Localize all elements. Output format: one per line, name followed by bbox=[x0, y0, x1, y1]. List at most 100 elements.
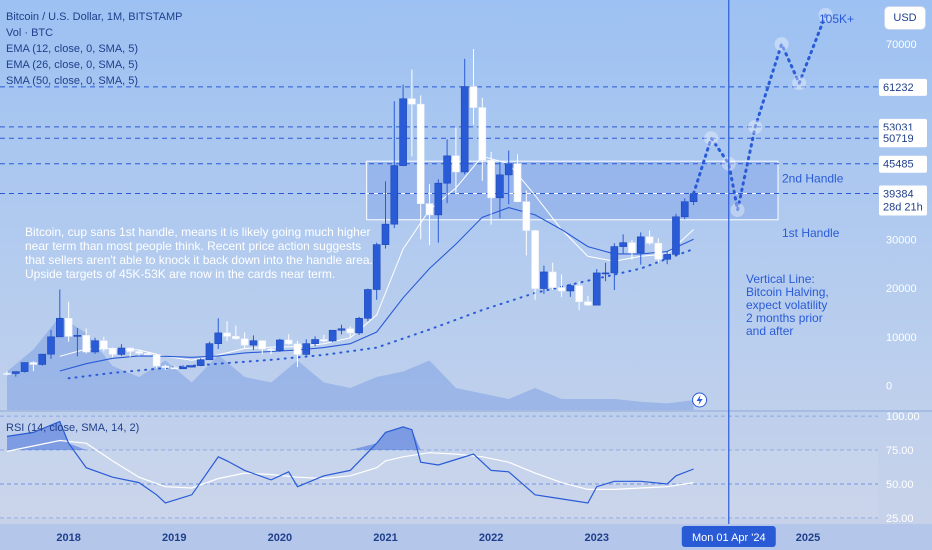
candle-bull bbox=[680, 201, 689, 218]
rsi-band bbox=[0, 450, 878, 518]
annotations: Bitcoin, cup sans 1st handle, means it i… bbox=[25, 12, 854, 408]
projection-path bbox=[692, 7, 833, 217]
volume-area bbox=[7, 316, 694, 410]
projection-node bbox=[792, 76, 807, 91]
candle-bull bbox=[504, 163, 513, 176]
ema26-line bbox=[59, 207, 694, 372]
time-tick-label: 2021 bbox=[373, 532, 397, 544]
candle-bear bbox=[100, 340, 108, 350]
candle-bear bbox=[223, 332, 231, 337]
projection-node bbox=[730, 203, 745, 217]
price-tick-label: 10000 bbox=[886, 332, 917, 344]
price-tick-label: 20000 bbox=[886, 283, 917, 295]
candle-bull bbox=[460, 86, 469, 173]
lightning-icon bbox=[696, 395, 703, 405]
axes: 0100002000030000700006123253031507194548… bbox=[0, 39, 932, 550]
price-tick-label: 70000 bbox=[886, 39, 917, 51]
candle-bear bbox=[82, 335, 91, 353]
rsi-tick-label: 25.00 bbox=[886, 513, 914, 525]
price-level-tag bbox=[879, 78, 927, 96]
candle-bull bbox=[205, 343, 214, 361]
candle-bear bbox=[557, 287, 566, 292]
candle-bear bbox=[108, 348, 117, 355]
candle-bull bbox=[540, 271, 548, 289]
candle-bear bbox=[232, 336, 240, 340]
candle-bull bbox=[179, 366, 187, 370]
main-note-line: that sellers aren't able to knock it bac… bbox=[25, 253, 373, 267]
candle-bull bbox=[302, 343, 311, 355]
symbol-title[interactable]: Bitcoin / U.S. Dollar, 1M, BITSTAMP bbox=[6, 11, 183, 23]
legend-ema12[interactable]: EMA (12, close, 0, SMA, 5) bbox=[6, 43, 139, 55]
candle-bull bbox=[636, 236, 645, 254]
candle-bear bbox=[135, 351, 143, 354]
price-tick-label: 0 bbox=[886, 381, 892, 393]
crosshair-date-label: Mon 01 Apr '24 bbox=[692, 532, 766, 544]
time-tick-label: 2023 bbox=[584, 532, 608, 544]
second-handle-zone bbox=[366, 160, 779, 194]
candle-bull bbox=[663, 254, 671, 260]
candle-bear bbox=[628, 242, 636, 254]
candle-bear bbox=[452, 155, 460, 173]
rsi-sma-line bbox=[6, 439, 694, 490]
halving-note-line: Vertical Line: bbox=[746, 272, 815, 286]
price-level-countdown: 28d 21h bbox=[883, 201, 923, 213]
candle-bull bbox=[276, 339, 284, 351]
candle-bull bbox=[20, 362, 29, 372]
candle-bear bbox=[522, 201, 531, 231]
price-level-tag bbox=[879, 155, 927, 173]
legend-ema26[interactable]: EMA (26, close, 0, SMA, 5) bbox=[6, 59, 139, 71]
time-tick-label: 2025 bbox=[796, 532, 820, 544]
price-level-label: 50719 bbox=[883, 133, 914, 145]
candle-bear bbox=[3, 373, 11, 375]
candle-bear bbox=[478, 107, 487, 161]
rsi-title[interactable]: RSI (14, close, SMA, 14, 2) bbox=[6, 422, 140, 434]
candle-bull bbox=[443, 155, 451, 184]
candle-bull bbox=[12, 371, 20, 374]
candle-bear bbox=[531, 230, 539, 289]
candle-bear bbox=[416, 103, 425, 204]
candle-bear bbox=[267, 348, 275, 351]
halving-note-line: and after bbox=[746, 324, 793, 338]
candle-bull bbox=[355, 317, 363, 334]
legend-sma50[interactable]: SMA (50, close, 0, SMA, 5) bbox=[6, 75, 139, 87]
candle-bear bbox=[584, 301, 592, 306]
rsi-overbought-fill bbox=[7, 421, 694, 451]
legend-volume[interactable]: Vol · BTC bbox=[6, 27, 54, 39]
candle-bear bbox=[170, 367, 179, 370]
candle-bull bbox=[372, 244, 381, 290]
currency-button[interactable]: USD bbox=[884, 6, 926, 30]
rsi-tick-label: 75.00 bbox=[886, 445, 914, 457]
candle-bull bbox=[337, 328, 346, 331]
rsi-tick-label: 50.00 bbox=[886, 479, 914, 491]
halving-note-line: Bitcoin Halving, bbox=[746, 285, 829, 299]
candle-bear bbox=[144, 353, 152, 356]
candle-bull bbox=[47, 336, 55, 355]
projection-node bbox=[704, 131, 719, 146]
projection-node bbox=[748, 119, 763, 134]
crosshair-date-tag bbox=[681, 526, 776, 547]
candle-bear bbox=[320, 339, 328, 342]
candle-bear bbox=[548, 271, 557, 288]
candle-bear bbox=[29, 362, 38, 365]
candle-bull bbox=[566, 285, 575, 292]
first-handle-label: 1st Handle bbox=[782, 226, 840, 240]
main-note-line: Bitcoin, cup sans 1st handle, means it i… bbox=[25, 225, 371, 239]
candle-bull bbox=[592, 272, 601, 306]
candle-bear bbox=[284, 339, 293, 345]
candle-bear bbox=[513, 163, 522, 203]
candle-bear bbox=[425, 203, 434, 216]
grid bbox=[0, 410, 932, 519]
projection-node bbox=[818, 7, 833, 22]
time-tick-label: 2022 bbox=[479, 532, 503, 544]
candle-bull bbox=[214, 332, 223, 344]
price-level-label: 61232 bbox=[883, 82, 914, 94]
candle-bear bbox=[575, 285, 583, 303]
price-level-label: 39384 bbox=[883, 188, 914, 200]
candle-bull bbox=[38, 353, 47, 365]
candles[interactable] bbox=[3, 49, 698, 377]
candle-bull bbox=[399, 98, 407, 166]
candle-bear bbox=[161, 365, 170, 368]
candle-bear bbox=[469, 86, 478, 108]
price-levels bbox=[0, 86, 878, 194]
